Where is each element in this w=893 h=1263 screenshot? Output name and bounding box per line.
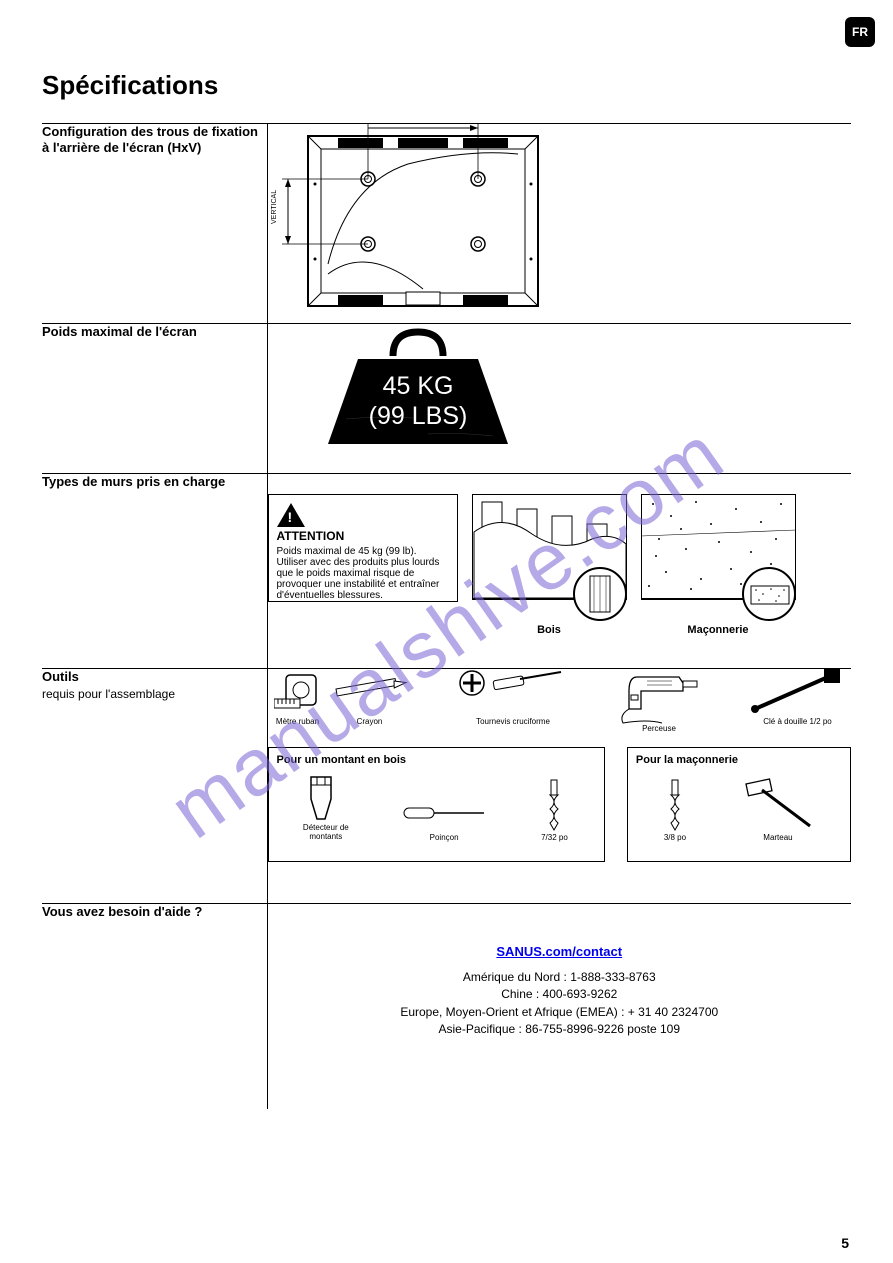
tape-measure: Mètre ruban <box>274 669 322 726</box>
socket-wrench: Clé à douille 1/2 po <box>750 669 845 733</box>
vertical-label: VERTICAL <box>271 190 278 224</box>
label-wall-types-text: Types de murs pris en charge <box>42 474 267 490</box>
label-tools: Outils requis pour l'assemblage <box>42 669 267 904</box>
awl-label: Poinçon <box>402 833 487 842</box>
caution-box: ATTENTION Poids maximal de 45 kg (99 lb)… <box>268 494 458 602</box>
caution-title: ATTENTION <box>277 529 449 543</box>
brick-wall-figure: Maçonnerie <box>641 494 796 636</box>
page-number: 5 <box>841 1235 849 1251</box>
lang-badge: FR <box>845 17 875 47</box>
stud-finder-icon <box>303 769 339 824</box>
wood-box-title: Pour un montant en bois <box>277 754 596 766</box>
drill-icon <box>617 669 702 724</box>
wood-wall-icon <box>472 494 627 624</box>
brick-wall-icon <box>641 494 796 624</box>
drill-label: Perceuse <box>617 724 702 733</box>
cell-max-weight: 45 KG (99 LBS) <box>267 324 851 474</box>
stud-finder-label: Détecteur de montants <box>303 824 349 842</box>
help-link[interactable]: SANUS.com/contact <box>496 944 622 959</box>
cell-hole-pattern: HORIZONTAL VERTICAL <box>267 124 851 324</box>
label-hole-pattern: Configuration des trous de fixation à l'… <box>42 124 267 324</box>
wood-bit-icon <box>539 778 569 833</box>
caution-body: Poids maximal de 45 kg (99 lb). Utiliser… <box>277 546 449 601</box>
cell-help: SANUS.com/contact Amérique du Nord : 1-8… <box>267 904 851 1109</box>
label-wall-types: Types de murs pris en charge <box>42 474 267 669</box>
tape-icon <box>274 669 322 717</box>
row-tools: Outils requis pour l'assemblage <box>42 669 851 904</box>
weight-icon: 45 KG (99 LBS) <box>298 324 518 454</box>
wood-tools-box: Pour un montant en bois Détecteur de mon… <box>268 747 605 862</box>
spec-table: Configuration des trous de fixation à l'… <box>42 123 851 1109</box>
hole-pattern-diagram: HORIZONTAL VERTICAL <box>268 124 548 309</box>
brick-bit-label: 3/8 po <box>660 833 690 842</box>
cell-wall-types: ATTENTION Poids maximal de 45 kg (99 lb)… <box>267 474 851 669</box>
pencil: Crayon <box>330 669 410 726</box>
hammer-icon <box>738 778 818 833</box>
row-help: Vous avez besoin d'aide ? SANUS.com/cont… <box>42 904 851 1109</box>
pencil-icon <box>330 669 410 717</box>
drill: Perceuse <box>617 669 702 733</box>
help-line-2: Europe, Moyen-Orient et Afrique (EMEA) :… <box>268 1004 852 1021</box>
brick-box-title: Pour la maçonnerie <box>636 754 842 766</box>
cell-tools: Mètre ruban Crayon <box>267 669 851 904</box>
wood-label: Bois <box>472 624 627 636</box>
brick-tools-box: Pour la maçonnerie 3/8 po <box>627 747 851 862</box>
row-max-weight: Poids maximal de l'écran 45 KG (99 LBS) <box>42 324 851 474</box>
screwdriver: Tournevis cruciforme <box>458 669 568 733</box>
wrench-label: Clé à douille <box>763 717 807 726</box>
label-tools-main: Outils <box>42 669 267 685</box>
screwdriver-icon <box>458 669 568 717</box>
wood-wall-figure: Bois <box>472 494 627 636</box>
awl-icon <box>402 793 487 833</box>
label-max-weight-text: Poids maximal de l'écran <box>42 324 267 340</box>
help-line-1: Chine : 400-693-9262 <box>268 986 852 1003</box>
weight-kg-text: 45 KG <box>382 372 453 400</box>
label-help: Vous avez besoin d'aide ? <box>42 904 267 1109</box>
socket-size: 1/2 po <box>810 717 832 726</box>
help-line-0: Amérique du Nord : 1-888-333-8763 <box>268 969 852 986</box>
label-tools-sub: requis pour l'assemblage <box>42 687 267 702</box>
label-help-text: Vous avez besoin d'aide ? <box>42 904 267 920</box>
wood-bit-label: 7/32 po <box>539 833 569 842</box>
warning-icon <box>277 503 305 527</box>
row-wall-types: Types de murs pris en charge ATTENTION P… <box>42 474 851 669</box>
tape-label: Mètre ruban <box>274 717 322 726</box>
brick-label: Maçonnerie <box>641 624 796 636</box>
masonry-bit-icon <box>660 778 690 833</box>
weight-lbs-text: (99 LBS) <box>368 402 467 430</box>
pencil-label: Crayon <box>330 717 410 726</box>
row-hole-pattern: Configuration des trous de fixation à l'… <box>42 124 851 324</box>
help-line-3: Asie-Pacifique : 86-755-8996-9226 poste … <box>268 1021 852 1038</box>
label-hole-pattern-text: Configuration des trous de fixation à l'… <box>42 124 267 157</box>
wrench-icon <box>750 669 845 717</box>
screwdriver-label: Tournevis cruciforme <box>458 717 568 726</box>
hammer-label: Marteau <box>738 833 818 842</box>
page-title: Spécifications <box>42 70 851 101</box>
label-max-weight: Poids maximal de l'écran <box>42 324 267 474</box>
